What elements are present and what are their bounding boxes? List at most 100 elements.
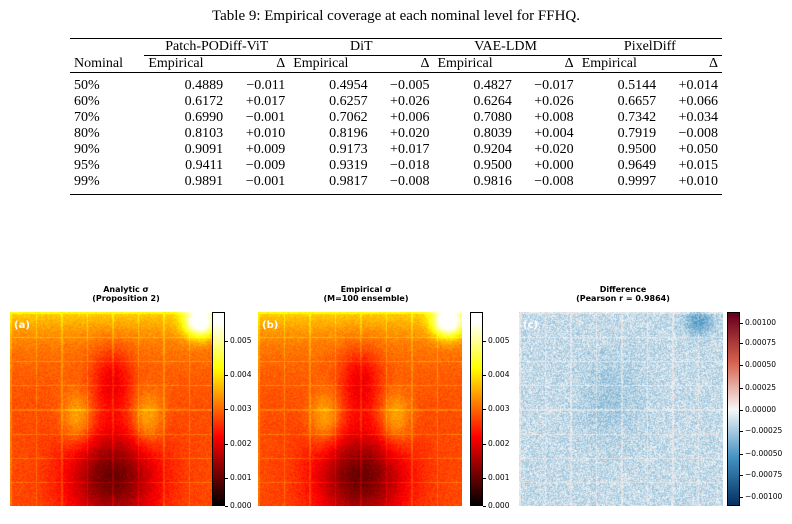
empirical-cell: 0.8196	[329, 126, 368, 141]
empirical-cell: 0.6257	[329, 94, 368, 109]
delta-cell: +0.004	[534, 126, 574, 141]
empirical-cell: 0.6172	[184, 94, 224, 109]
empirical-cell: 0.6264	[473, 94, 512, 109]
colorbar-tick-label: −0.00075	[739, 469, 783, 479]
empirical-cell: 0.9204	[473, 142, 512, 157]
colorbar-tick-label: 0.005	[482, 335, 510, 345]
heatmap-empirical-sigma	[258, 312, 462, 506]
empirical-cell: 0.8039	[473, 126, 512, 141]
table-row: 90% 0.9091 +0.009 0.9173 +0.017 0.9204 +0.020 0…	[70, 142, 722, 158]
colorbar-tick-label: 0.005	[224, 335, 252, 345]
colorbar	[212, 312, 225, 506]
empirical-cell: 0.4954	[329, 78, 368, 93]
nominal-cell: 95%	[74, 158, 100, 173]
empirical-cell: 0.9500	[617, 142, 657, 157]
delta-cell: +0.034	[678, 110, 718, 125]
colorbar-tick-label: 0.004	[224, 370, 252, 380]
delta-cell: −0.005	[390, 78, 430, 93]
delta-cell: −0.008	[534, 174, 574, 189]
nominal-header: Nominal	[74, 55, 123, 71]
heatmap-difference	[519, 312, 723, 506]
empirical-header: Empirical	[148, 56, 204, 71]
delta-cell: −0.011	[246, 78, 286, 93]
delta-cell: −0.001	[245, 174, 286, 189]
empirical-cell: 0.4827	[473, 78, 512, 93]
delta-cell: +0.026	[390, 94, 430, 109]
delta-cell: +0.006	[390, 110, 430, 125]
group-header: VAE-LDM	[433, 39, 578, 56]
delta-header: Δ	[420, 56, 430, 71]
nominal-cell: 50%	[74, 78, 100, 93]
panel-title-line1: Empirical σ	[340, 285, 392, 294]
delta-cell: −0.017	[534, 78, 574, 93]
empirical-header: Empirical	[437, 56, 493, 71]
empirical-cell: 0.9500	[473, 158, 512, 173]
delta-cell: +0.009	[245, 142, 286, 157]
delta-cell: +0.000	[534, 158, 574, 173]
empirical-cell: 0.9091	[184, 142, 224, 157]
empirical-cell: 0.9891	[184, 174, 224, 189]
delta-cell: +0.020	[390, 126, 430, 141]
colorbar-tick-label: −0.00100	[739, 492, 783, 502]
table-row: 99% 0.9891 −0.001 0.9817 −0.008 0.9816 −0.008 0…	[70, 174, 722, 195]
nominal-cell: 90%	[74, 142, 100, 157]
colorbar-tick-label: 0.001	[224, 473, 252, 483]
empirical-header: Empirical	[293, 56, 349, 71]
delta-cell: +0.066	[678, 94, 718, 109]
colorbar-tick-label: −0.00050	[739, 448, 783, 458]
colorbar-tick-label: 0.003	[482, 404, 510, 414]
delta-header: Δ	[564, 56, 574, 71]
delta-cell: +0.010	[678, 174, 718, 189]
delta-cell: +0.017	[245, 94, 286, 109]
delta-cell: +0.008	[534, 110, 574, 125]
delta-cell: −0.018	[390, 158, 430, 173]
empirical-cell: 0.9649	[617, 158, 657, 173]
nominal-cell: 80%	[74, 126, 100, 141]
group-header: PixelDiff	[577, 39, 722, 56]
panel-b-title: Empirical σ (M=100 ensemble)	[266, 285, 466, 303]
delta-cell: +0.017	[390, 142, 430, 157]
empirical-cell: 0.4889	[184, 78, 224, 93]
delta-header: Δ	[276, 56, 286, 71]
empirical-cell: 0.9173	[329, 142, 368, 157]
empirical-cell: 0.9319	[329, 158, 368, 173]
delta-cell: −0.008	[678, 126, 718, 141]
delta-cell: +0.010	[245, 126, 286, 141]
delta-cell: +0.020	[534, 142, 574, 157]
colorbar-tick-label: 0.00075	[739, 338, 777, 348]
empirical-cell: 0.7919	[617, 126, 657, 141]
panel-label: (b)	[262, 320, 279, 331]
panel-label: (a)	[14, 320, 30, 331]
empirical-cell: 0.9816	[473, 174, 512, 189]
coverage-table: Patch-PODiff-ViT DiT VAE-LDM PixelDiff N…	[70, 38, 722, 195]
panel-title-line2: (Pearson r = 0.9864)	[576, 294, 670, 303]
table-row: 80% 0.8103 +0.010 0.8196 +0.020 0.8039 +0.004 0…	[70, 126, 722, 142]
colorbar-tick-label: 0.002	[224, 438, 252, 448]
colorbar	[727, 312, 740, 506]
empirical-cell: 0.8103	[184, 126, 224, 141]
delta-header: Δ	[708, 56, 718, 71]
table-row: 95% 0.9411 −0.009 0.9319 −0.018 0.9500 +0.000 0…	[70, 158, 722, 174]
nominal-cell: 70%	[74, 110, 100, 125]
colorbar-tick-label: 0.00000	[739, 404, 777, 414]
colorbar-tick-label: 0.002	[482, 438, 510, 448]
colorbar-tick-label: 0.000	[224, 501, 252, 510]
panel-c-title: Difference (Pearson r = 0.9864)	[523, 285, 723, 303]
delta-cell: +0.015	[678, 158, 718, 173]
table-row: 60% 0.6172 +0.017 0.6257 +0.026 0.6264 +0.026 0…	[70, 94, 722, 110]
colorbar-tick-label: 0.003	[224, 404, 252, 414]
panel-label: (c)	[523, 320, 539, 331]
colorbar-tick-label: 0.00025	[739, 382, 777, 392]
empirical-cell: 0.9997	[617, 174, 657, 189]
delta-cell: +0.014	[678, 78, 718, 93]
empirical-cell: 0.6990	[184, 110, 224, 125]
delta-cell: −0.009	[245, 158, 286, 173]
table-row: 50% 0.4889 −0.011 0.4954 −0.005 0.4827 −0.017 0…	[70, 73, 722, 94]
delta-cell: +0.026	[534, 94, 574, 109]
colorbar-tick-label: 0.001	[482, 473, 510, 483]
colorbar-tick-label: 0.00050	[739, 360, 777, 370]
empirical-header: Empirical	[581, 56, 637, 71]
empirical-cell: 0.9817	[329, 174, 368, 189]
empirical-cell: 0.7080	[473, 110, 512, 125]
colorbar-tick-label: 0.004	[482, 370, 510, 380]
